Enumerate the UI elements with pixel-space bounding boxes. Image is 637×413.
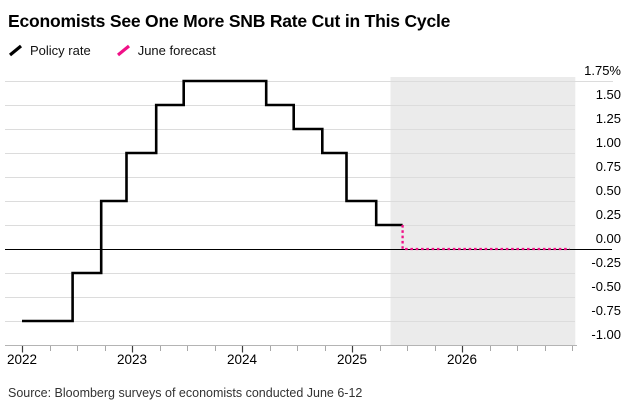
- y-tick-label: -0.25: [591, 255, 621, 270]
- x-tick-label: 2024: [227, 352, 258, 367]
- y-tick-label: 1.50: [596, 87, 621, 102]
- policy-rate-swatch-icon: [8, 44, 23, 57]
- y-tick-label: 1.25: [596, 111, 621, 126]
- policy-rate-line: [22, 79, 403, 323]
- x-tick-label: 2025: [337, 352, 367, 367]
- x-tick-label: 2023: [117, 352, 147, 367]
- legend-item-june-forecast: June forecast: [116, 43, 216, 58]
- y-tick-label: 0.25: [596, 207, 621, 222]
- legend-label-policy-rate: Policy rate: [30, 43, 91, 58]
- legend: Policy rate June forecast: [8, 43, 216, 58]
- source-note: Source: Bloomberg surveys of economists …: [8, 386, 363, 400]
- y-tick-label: 1.75%: [584, 63, 621, 78]
- legend-item-policy-rate: Policy rate: [8, 43, 91, 58]
- y-tick-label: 0.00: [596, 231, 621, 246]
- y-tick-label: 0.50: [596, 183, 621, 198]
- x-tick-label: 2026: [447, 352, 477, 367]
- y-tick-label: -0.50: [591, 279, 621, 294]
- chart-title: Economists See One More SNB Rate Cut in …: [8, 11, 451, 31]
- legend-label-june-forecast: June forecast: [137, 43, 216, 58]
- forecast-region: [390, 77, 576, 345]
- y-tick-label: 0.75: [596, 159, 621, 174]
- y-tick-label: -0.75: [591, 303, 621, 318]
- y-tick-label: -1.00: [591, 327, 621, 342]
- june-forecast-swatch-icon: [116, 44, 130, 57]
- x-tick-label: 2022: [7, 352, 37, 367]
- y-tick-label: 1.00: [596, 135, 621, 150]
